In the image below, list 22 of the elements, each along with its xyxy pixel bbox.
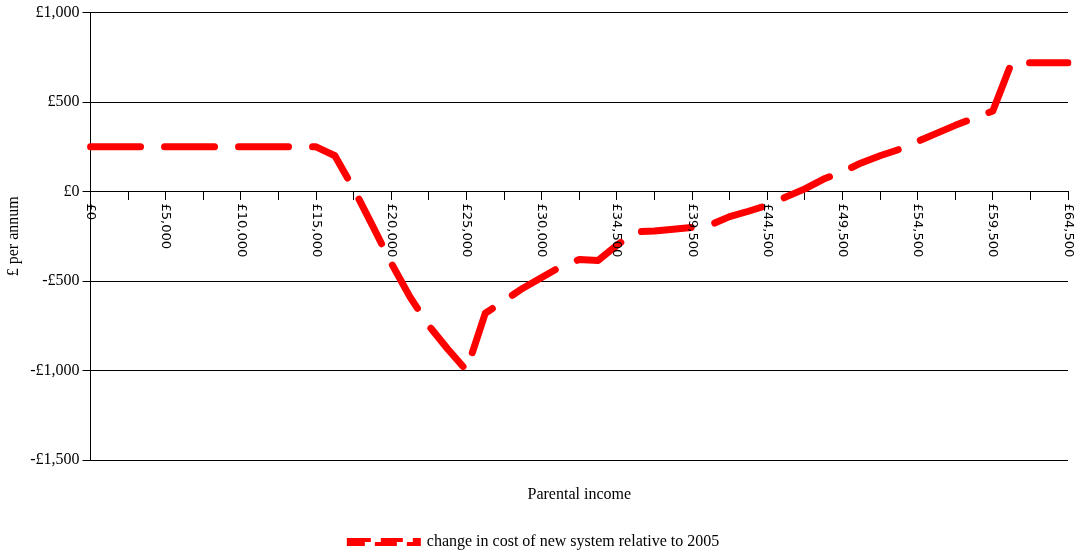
x-tick-label: £54,500 [911, 203, 927, 258]
x-tick-label: £5,000 [159, 203, 175, 250]
x-tick-label: £15,000 [309, 203, 325, 258]
y-tick-label: £0 [63, 181, 80, 199]
x-tick-label: £30,000 [535, 203, 551, 258]
y-tick-label: £500 [47, 92, 80, 110]
y-tick-label: -£1,000 [30, 360, 80, 378]
x-tick-label: £59,500 [986, 203, 1002, 258]
y-axis-title: £ per annum [3, 195, 22, 277]
x-tick-label: £64,500 [1061, 203, 1077, 258]
y-tick-label: £1,000 [35, 2, 80, 20]
x-tick-label: £20,000 [384, 203, 400, 258]
x-tick-label: £49,500 [836, 203, 852, 258]
y-tick-label: -£500 [42, 271, 80, 289]
x-tick-label: £39,500 [685, 203, 701, 258]
y-tick-label: -£1,500 [30, 450, 80, 468]
x-tick-label: £10,000 [234, 203, 250, 258]
x-tick-label: £34,500 [610, 203, 626, 258]
x-tick-label: £44,500 [760, 203, 776, 258]
x-tick-label: £25,000 [460, 203, 476, 258]
x-axis-title: Parental income [527, 485, 632, 503]
legend-label: change in cost of new system relative to 2005 [426, 532, 720, 551]
